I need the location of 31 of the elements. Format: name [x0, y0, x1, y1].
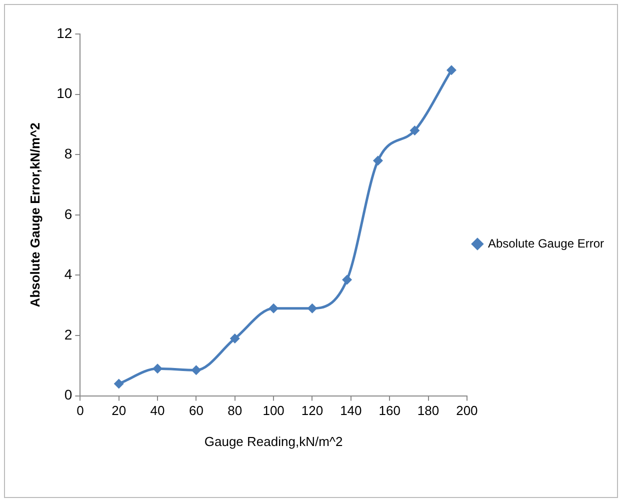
x-tick-label: 180	[417, 403, 440, 418]
point	[230, 334, 240, 344]
x-tick-label: 200	[456, 403, 478, 418]
y-tick-label: 4	[64, 266, 72, 282]
point	[446, 65, 456, 76]
y-tick-label: 0	[64, 386, 72, 403]
x-tick-label: 160	[378, 403, 400, 418]
y-tick-label: 8	[64, 145, 72, 162]
y-tick-label: 2	[64, 326, 72, 342]
point	[342, 274, 352, 285]
x-tick-label: 120	[301, 403, 324, 418]
x-tick-label: 20	[112, 403, 126, 418]
x-tick-label: 40	[150, 403, 165, 418]
y-tick-label: 12	[56, 24, 72, 41]
x-tick-label: 100	[262, 403, 284, 418]
point	[372, 156, 383, 166]
x-tick-label: 140	[340, 403, 362, 418]
x-axis-title: Gauge Reading,kN/m^2	[204, 434, 343, 449]
y-tick-label: 6	[64, 206, 72, 222]
y-axis-title: Absolute Gauge Error,kN/m^2	[27, 122, 42, 308]
x-tick-label: 80	[228, 403, 242, 418]
x-tick-label: 0	[76, 403, 84, 418]
x-tick-label: 60	[188, 403, 204, 418]
legend-label: Absolute Gauge Error	[488, 236, 604, 250]
point	[268, 303, 279, 314]
point	[191, 365, 202, 376]
y-tick-label: 10	[56, 85, 72, 102]
point	[307, 303, 318, 314]
point	[410, 125, 420, 136]
point	[114, 378, 124, 389]
point	[152, 364, 163, 374]
